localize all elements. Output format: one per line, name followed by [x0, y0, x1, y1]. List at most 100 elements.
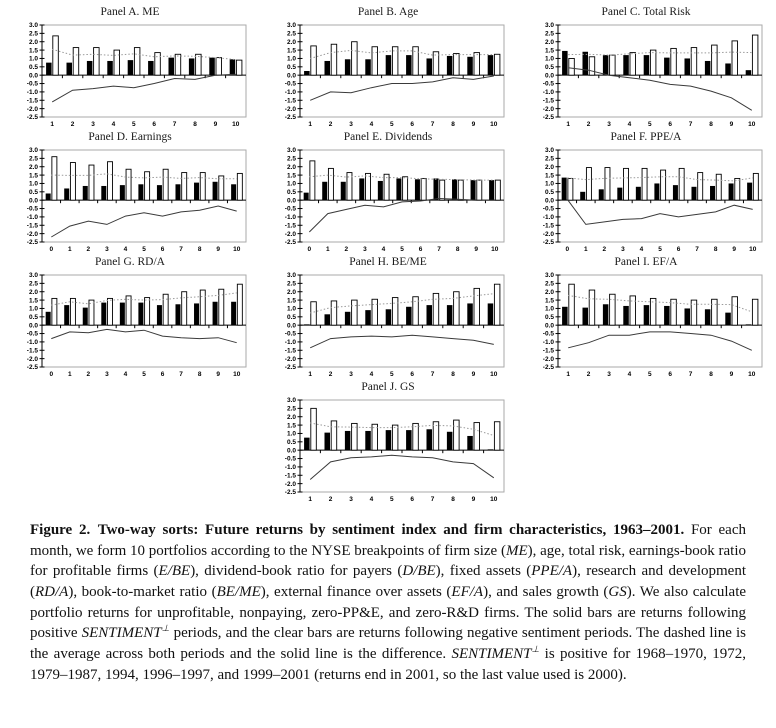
solid-bar	[745, 324, 752, 326]
clear-bar	[629, 295, 636, 326]
average-dashed-line	[310, 422, 494, 436]
y-tick-label: 0.0	[545, 197, 554, 204]
clear-bar	[235, 59, 243, 76]
clear-bar	[588, 289, 596, 326]
solid-bar	[344, 430, 351, 451]
y-tick-label: -1.5	[543, 97, 555, 104]
clear-bar	[412, 422, 419, 451]
clear-bar	[383, 173, 390, 201]
clear-bar	[181, 291, 188, 326]
clear-bar	[162, 293, 169, 326]
y-tick-label: -2.5	[27, 239, 39, 246]
y-tick-label: 0.0	[287, 72, 296, 79]
solid-bar	[487, 303, 494, 326]
caption-segment: ), external finance over assets (	[260, 584, 452, 601]
x-tick-label: 3	[363, 246, 367, 253]
clear-bar	[351, 422, 358, 451]
solid-bar	[684, 308, 690, 326]
x-tick-label: 9	[216, 246, 220, 253]
solid-bar	[377, 180, 383, 201]
solid-bar	[433, 178, 439, 201]
clear-bar	[402, 176, 409, 201]
x-tick-label: 8	[193, 121, 197, 128]
y-tick-label: 3.0	[545, 22, 554, 29]
x-tick-label: 3	[105, 246, 109, 253]
panel-A: Panel A. ME 3.0 2.5 2.0 1.5 1.0 0.5 0.0 -0.5 -1.0…	[1, 6, 259, 131]
solid-bar	[704, 60, 711, 76]
clear-bar	[391, 424, 399, 451]
clear-bar	[751, 34, 759, 76]
y-tick-label: 0.0	[287, 322, 296, 329]
y-tick-label: -2.5	[27, 114, 39, 121]
y-tick-label: 2.5	[29, 281, 38, 288]
y-tick-label: -1.0	[285, 339, 297, 346]
x-tick-label: 2	[587, 121, 591, 128]
solid-bar	[359, 178, 365, 201]
solid-bar	[64, 188, 70, 201]
y-tick-label: 2.5	[287, 156, 296, 163]
x-tick-label: 1	[326, 246, 330, 253]
clear-bar	[72, 47, 80, 76]
x-tick-label: 4	[370, 121, 374, 128]
solid-bar	[324, 314, 330, 326]
x-tick-label: 0	[307, 246, 311, 253]
x-tick-label: 10	[233, 371, 241, 378]
clear-bar	[391, 46, 399, 76]
solid-bar	[119, 185, 125, 201]
x-tick-label: 9	[472, 496, 476, 503]
panel-H-chart: 3.0 2.52.01.5 1.00.50.0 -0.5-1.0-1.5 -2.0-2.…	[285, 272, 505, 378]
x-tick-label: 0	[49, 246, 53, 253]
y-tick-label: 2.5	[287, 31, 296, 38]
x-tick-label: 2	[87, 371, 91, 378]
panel-B: Panel B. Age 3.0 2.5 2.0 1.5 1.0 0.5 0.0 -0.5 -1.…	[259, 6, 517, 131]
y-tick-label: 0.0	[287, 447, 296, 454]
x-tick-label: 6	[419, 246, 423, 253]
x-tick-label: 4	[628, 371, 632, 378]
x-tick-label: 8	[451, 371, 455, 378]
figure-panels: Panel A. ME 3.0 2.5 2.0 1.5 1.0 0.5 0.0 -0.5 -1.0…	[0, 6, 776, 506]
caption-segment: PPE/A	[531, 563, 573, 580]
y-tick-label: 0.5	[545, 64, 554, 71]
solid-bar	[82, 185, 88, 201]
solid-bar	[487, 55, 494, 76]
x-tick-label: 6	[152, 121, 156, 128]
solid-bar	[45, 311, 51, 326]
clear-bar	[215, 57, 222, 76]
y-tick-label: -2.0	[543, 231, 555, 238]
average-dashed-line	[52, 48, 236, 61]
difference-solid-line	[51, 205, 237, 238]
y-tick-label: 1.0	[287, 431, 296, 438]
caption-segment: GS	[608, 584, 627, 601]
solid-bar	[582, 51, 588, 76]
clear-bar	[330, 300, 338, 326]
y-tick-label: -1.0	[27, 214, 39, 221]
solid-bar	[365, 430, 371, 451]
clear-bar	[568, 283, 575, 326]
panel-A-chart: 3.0 2.52.01.5 1.00.50.0 -0.5-1.0-1.5 -2.0-2.…	[27, 22, 247, 128]
y-tick-label: 1.0	[29, 56, 38, 63]
y-tick-label: 1.5	[287, 47, 296, 54]
clear-bar	[107, 161, 113, 201]
caption-segment: ⊥	[531, 644, 540, 655]
y-tick-label: 1.5	[545, 47, 554, 54]
difference-solid-line	[51, 328, 237, 344]
y-tick-label: -1.5	[285, 97, 297, 104]
clear-bar	[144, 297, 151, 326]
solid-bar	[704, 309, 711, 326]
x-tick-label: 4	[124, 371, 128, 378]
clear-bar	[473, 52, 480, 76]
x-tick-label: 6	[161, 246, 165, 253]
panel-title: Panel D. Earnings	[88, 131, 172, 143]
panel-F-chart: 3.0 2.52.01.5 1.00.50.0 -0.5-1.0-1.5 -2.0-2.…	[543, 147, 763, 253]
y-tick-label: -2.0	[27, 356, 39, 363]
y-tick-label: 0.5	[287, 64, 296, 71]
x-tick-label: 3	[105, 371, 109, 378]
solid-bar	[194, 182, 200, 201]
y-tick-label: -1.5	[27, 347, 39, 354]
y-tick-label: -1.5	[285, 347, 297, 354]
x-tick-label: 1	[308, 496, 312, 503]
clear-bar	[133, 47, 141, 76]
solid-bar	[365, 310, 371, 326]
solid-bar	[617, 187, 623, 201]
y-tick-label: -0.5	[27, 331, 39, 338]
